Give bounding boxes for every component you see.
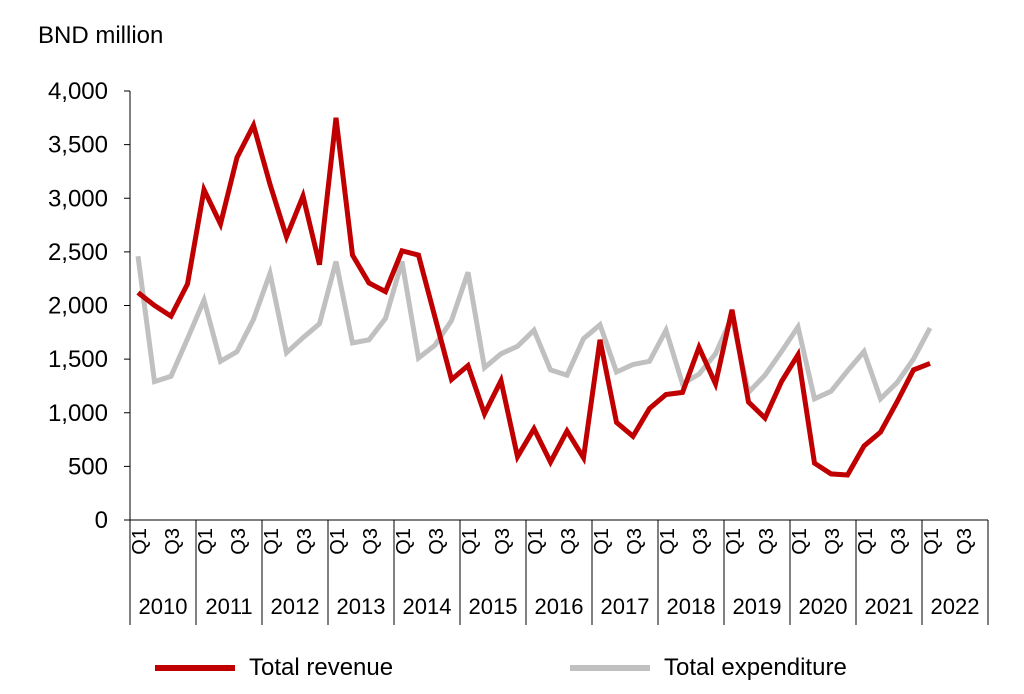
y-tick-label: 2,500 bbox=[48, 239, 108, 266]
legend-swatch-expenditure bbox=[570, 665, 650, 671]
year-tick-label: 2011 bbox=[205, 594, 252, 619]
quarter-tick-label: Q1 bbox=[393, 528, 415, 555]
x-tick-labels: Q1 Q3 2010 Q1 Q3 2011 Q1 Q3 2012 Q1 Q3 2013 Q1 Q3 2014… bbox=[129, 528, 979, 619]
quarter-tick-label: Q1 bbox=[855, 528, 877, 555]
legend-item-expenditure: Total expenditure bbox=[570, 650, 847, 686]
quarter-tick-label: Q3 bbox=[822, 528, 844, 555]
series-layer bbox=[135, 117, 933, 478]
year-tick-label: 2016 bbox=[535, 594, 584, 619]
y-axis-unit-label: BND million bbox=[38, 22, 164, 49]
series-line-revenue bbox=[136, 117, 931, 478]
quarter-tick-label: Q1 bbox=[591, 528, 613, 555]
y-tick-label: 500 bbox=[68, 453, 108, 480]
y-tick-label: 4,000 bbox=[48, 78, 108, 105]
quarter-tick-label: Q1 bbox=[327, 528, 349, 555]
quarter-tick-label: Q3 bbox=[954, 528, 976, 555]
y-tick-label: 3,500 bbox=[48, 132, 108, 159]
year-tick-label: 2012 bbox=[271, 594, 320, 619]
year-tick-label: 2022 bbox=[931, 594, 980, 619]
year-tick-label: 2020 bbox=[799, 594, 848, 619]
quarter-tick-label: Q3 bbox=[294, 528, 316, 555]
series-line-expenditure bbox=[135, 255, 933, 404]
quarter-tick-label: Q3 bbox=[162, 528, 184, 555]
year-tick-label: 2018 bbox=[667, 594, 716, 619]
quarter-tick-label: Q3 bbox=[360, 528, 382, 555]
quarter-tick-label: Q1 bbox=[789, 528, 811, 555]
year-tick-label: 2015 bbox=[469, 594, 518, 619]
y-tick-label: 0 bbox=[95, 507, 108, 534]
year-tick-label: 2013 bbox=[337, 594, 386, 619]
year-tick-label: 2021 bbox=[865, 594, 914, 619]
year-tick-label: 2014 bbox=[403, 594, 452, 619]
quarter-tick-label: Q1 bbox=[129, 528, 151, 555]
y-tick-labels: 0 500 1,000 1,500 2,000 2,500 3,000 3,500 4,000 bbox=[48, 78, 108, 534]
quarter-tick-label: Q3 bbox=[426, 528, 448, 555]
quarter-tick-label: Q1 bbox=[657, 528, 679, 555]
quarter-tick-label: Q1 bbox=[261, 528, 283, 555]
quarter-tick-label: Q3 bbox=[888, 528, 910, 555]
y-tick-label: 2,000 bbox=[48, 293, 108, 320]
quarter-tick-label: Q1 bbox=[525, 528, 547, 555]
quarter-tick-label: Q1 bbox=[921, 528, 943, 555]
quarter-tick-label: Q3 bbox=[690, 528, 712, 555]
year-tick-label: 2010 bbox=[139, 594, 188, 619]
legend-label-expenditure: Total expenditure bbox=[664, 654, 847, 681]
y-tick-label: 3,000 bbox=[48, 185, 108, 212]
quarter-tick-label: Q3 bbox=[558, 528, 580, 555]
y-tick-label: 1,500 bbox=[48, 346, 108, 373]
legend-swatch-revenue bbox=[155, 665, 235, 671]
quarter-tick-label: Q1 bbox=[195, 528, 217, 555]
quarter-tick-label: Q3 bbox=[756, 528, 778, 555]
legend-label-revenue: Total revenue bbox=[249, 654, 394, 681]
quarter-tick-label: Q3 bbox=[624, 528, 646, 555]
quarter-tick-label: Q1 bbox=[723, 528, 745, 555]
quarter-tick-label: Q3 bbox=[228, 528, 250, 555]
y-tick-label: 1,000 bbox=[48, 400, 108, 427]
quarter-tick-label: Q3 bbox=[492, 528, 514, 555]
axes bbox=[124, 90, 989, 625]
quarter-tick-label: Q1 bbox=[459, 528, 481, 555]
year-tick-label: 2017 bbox=[601, 594, 650, 619]
legend-item-revenue: Total revenue bbox=[155, 650, 393, 686]
year-tick-label: 2019 bbox=[733, 594, 782, 619]
